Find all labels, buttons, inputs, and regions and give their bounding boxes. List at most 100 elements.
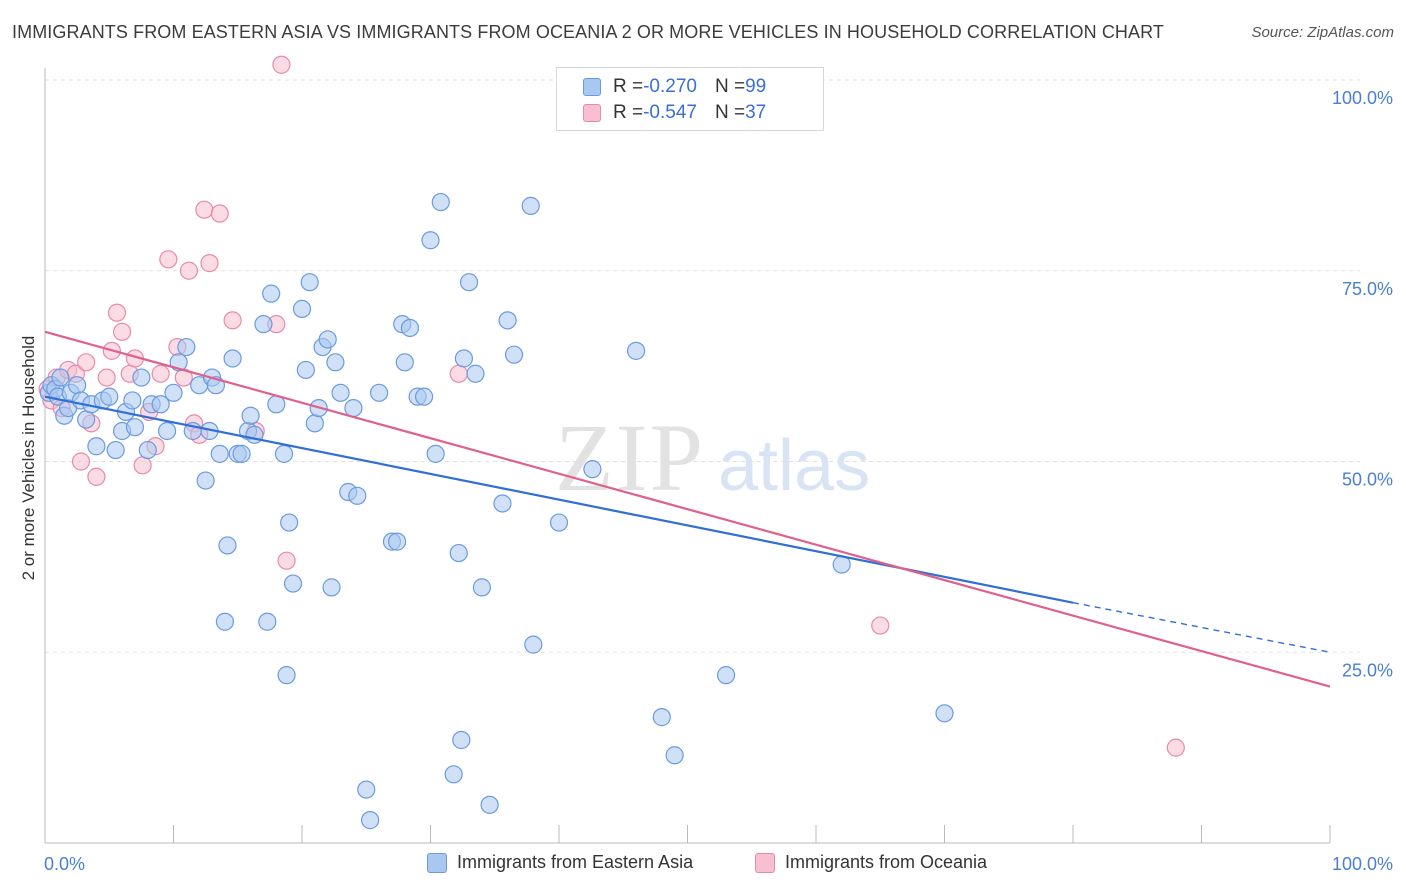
y-tick-labels: 25.0% 50.0% 75.0% 100.0% bbox=[1332, 88, 1393, 680]
data-point-oceania bbox=[87, 467, 106, 486]
data-point-eastern-asia bbox=[493, 494, 512, 513]
gridlines bbox=[45, 79, 1360, 653]
data-point-eastern-asia bbox=[414, 387, 434, 406]
data-point-oceania bbox=[77, 353, 96, 372]
data-point-eastern-asia bbox=[348, 486, 367, 505]
legend-r-value: -0.270 bbox=[643, 76, 697, 97]
legend-n-label: N = bbox=[714, 76, 746, 97]
data-point-eastern-asia bbox=[318, 330, 337, 349]
data-point-eastern-asia bbox=[106, 440, 125, 460]
legend-item-eastern-asia[interactable]: Immigrants from Eastern Asia bbox=[427, 852, 693, 873]
data-point-eastern-asia bbox=[498, 311, 517, 330]
data-point-oceania bbox=[272, 55, 291, 74]
data-point-eastern-asia bbox=[361, 811, 380, 830]
trend-lines bbox=[44, 330, 1331, 688]
y-axis-label: 2 or more Vehicles in Household bbox=[19, 336, 38, 581]
data-point-eastern-asia bbox=[100, 387, 119, 406]
data-point-eastern-asia bbox=[549, 513, 569, 532]
trend-line-eastern-asia-extension bbox=[1072, 601, 1331, 653]
data-point-eastern-asia bbox=[626, 341, 646, 360]
data-point-eastern-asia bbox=[215, 612, 234, 631]
data-point-eastern-asia bbox=[524, 635, 543, 654]
chart-title: IMMIGRANTS FROM EASTERN ASIA VS IMMIGRAN… bbox=[12, 22, 1164, 42]
stats-legend: R = -0.270 N = 99 R = -0.547 N = 37 bbox=[556, 67, 824, 131]
legend-r-label: R = bbox=[613, 102, 644, 123]
data-point-eastern-asia bbox=[262, 284, 281, 303]
watermark: ZIP atlas bbox=[555, 404, 870, 511]
data-point-eastern-asia bbox=[254, 315, 273, 334]
data-point-eastern-asia bbox=[935, 704, 954, 723]
data-point-eastern-asia bbox=[151, 395, 170, 414]
data-point-eastern-asia bbox=[232, 444, 251, 463]
data-point-eastern-asia bbox=[431, 192, 450, 212]
legend-row-oceania: R = -0.547 N = 37 bbox=[583, 101, 766, 125]
data-point-eastern-asia bbox=[326, 353, 345, 372]
source-label[interactable]: Source: ZipAtlas.com bbox=[1251, 24, 1394, 41]
legend-n-label: N = bbox=[714, 102, 746, 123]
data-point-eastern-asia bbox=[274, 444, 294, 463]
data-point-eastern-asia bbox=[125, 418, 145, 437]
data-point-eastern-asia bbox=[277, 666, 296, 685]
legend-swatch-pink bbox=[755, 852, 775, 873]
data-point-eastern-asia bbox=[344, 398, 363, 418]
data-point-eastern-asia bbox=[87, 437, 106, 456]
data-point-eastern-asia bbox=[472, 578, 491, 597]
data-point-eastern-asia bbox=[400, 318, 420, 338]
series-eastern-asia-points bbox=[39, 192, 954, 830]
data-point-eastern-asia bbox=[480, 795, 499, 814]
legend-swatch-blue bbox=[427, 852, 447, 873]
legend-n-value: 99 bbox=[745, 76, 767, 97]
data-point-oceania bbox=[200, 254, 219, 273]
data-point-eastern-asia bbox=[305, 414, 324, 433]
data-point-oceania bbox=[277, 551, 296, 570]
data-point-oceania bbox=[97, 368, 116, 387]
data-point-eastern-asia bbox=[452, 730, 471, 750]
data-point-eastern-asia bbox=[449, 543, 468, 563]
data-point-eastern-asia bbox=[521, 196, 540, 215]
series-legend: Immigrants from Eastern Asia Immigrants … bbox=[0, 852, 1406, 876]
data-point-eastern-asia bbox=[196, 471, 215, 490]
data-point-oceania bbox=[71, 452, 91, 471]
x-tick-labels: 0.0% 100.0% bbox=[44, 854, 1393, 874]
data-point-eastern-asia bbox=[357, 780, 376, 799]
data-point-eastern-asia bbox=[444, 765, 463, 784]
y-tick-label: 50.0% bbox=[1342, 470, 1393, 490]
data-point-eastern-asia bbox=[421, 231, 440, 250]
data-point-eastern-asia bbox=[300, 273, 319, 292]
data-point-eastern-asia bbox=[280, 513, 299, 532]
data-point-eastern-asia bbox=[504, 345, 524, 364]
data-point-eastern-asia bbox=[466, 364, 485, 383]
data-point-oceania bbox=[133, 456, 152, 475]
data-point-eastern-asia bbox=[283, 574, 303, 593]
data-point-oceania bbox=[223, 311, 242, 330]
legend-r-label: R = bbox=[613, 76, 644, 97]
data-point-eastern-asia bbox=[322, 578, 341, 597]
data-point-eastern-asia bbox=[218, 536, 237, 555]
legend-swatch-pink bbox=[583, 104, 601, 122]
legend-r-value: -0.547 bbox=[643, 102, 697, 123]
data-point-eastern-asia bbox=[459, 273, 479, 292]
data-point-eastern-asia bbox=[177, 337, 196, 357]
data-point-oceania bbox=[179, 261, 199, 280]
legend-row-eastern-asia: R = -0.270 N = 99 bbox=[583, 75, 766, 99]
x-tick-label: 0.0% bbox=[44, 854, 85, 874]
data-point-eastern-asia bbox=[123, 391, 142, 410]
data-point-eastern-asia bbox=[164, 383, 183, 402]
data-point-eastern-asia bbox=[138, 440, 157, 460]
data-point-eastern-asia bbox=[258, 612, 277, 631]
watermark-zip: ZIP bbox=[555, 404, 705, 511]
data-point-eastern-asia bbox=[426, 444, 445, 463]
data-point-oceania bbox=[107, 303, 127, 322]
data-point-eastern-asia bbox=[583, 460, 602, 479]
data-point-eastern-asia bbox=[68, 376, 87, 395]
data-point-eastern-asia bbox=[331, 383, 350, 402]
data-point-oceania bbox=[195, 200, 214, 219]
data-point-eastern-asia bbox=[157, 421, 177, 441]
data-point-eastern-asia bbox=[665, 746, 684, 765]
y-tick-label: 75.0% bbox=[1342, 279, 1393, 299]
data-point-eastern-asia bbox=[387, 532, 407, 551]
legend-item-oceania[interactable]: Immigrants from Oceania bbox=[755, 852, 987, 873]
x-tick-label: 100.0% bbox=[1332, 854, 1393, 874]
data-point-oceania bbox=[112, 322, 132, 341]
